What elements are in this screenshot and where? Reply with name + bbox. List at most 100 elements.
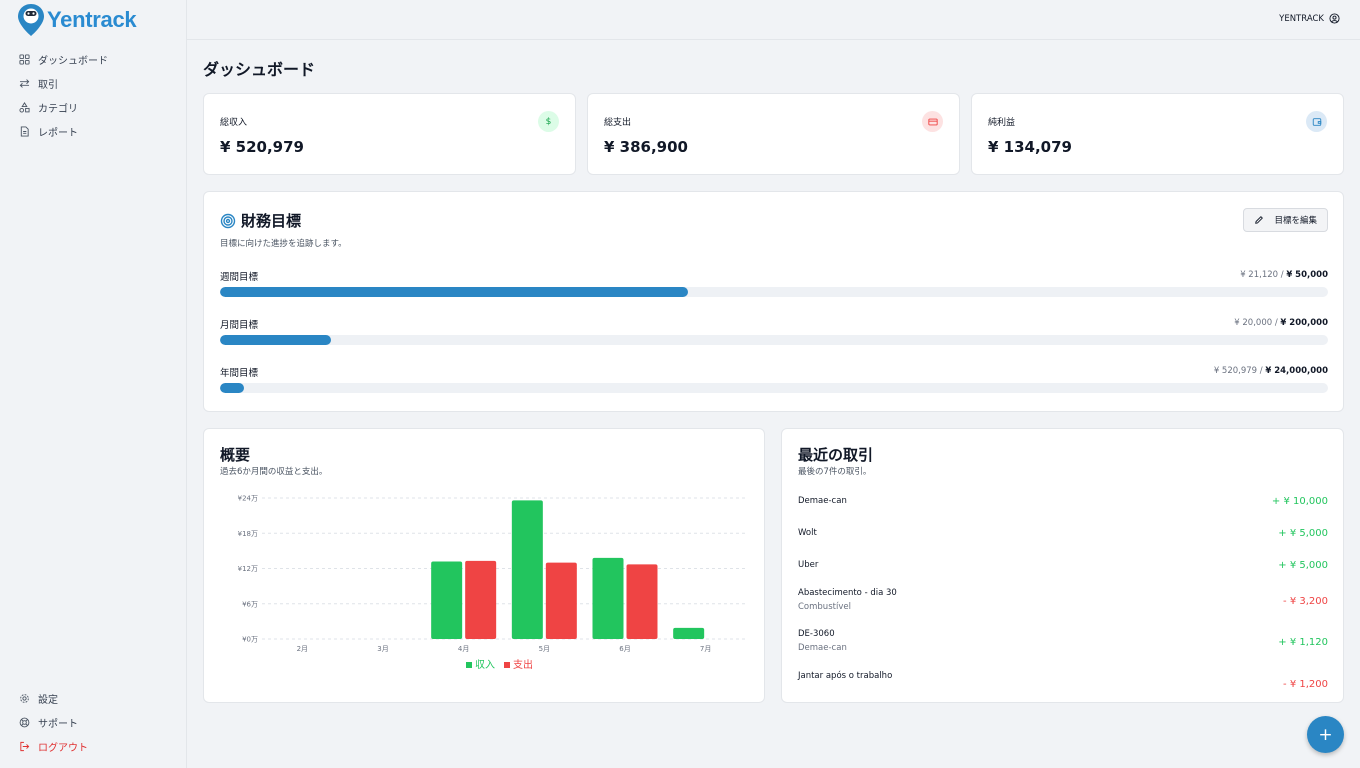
x-tick-label: 7月 [700, 645, 711, 653]
arrows-swap-icon [19, 78, 30, 88]
overview-title: 概要 [220, 446, 251, 464]
stat-card-income: 総収入 ¥ 520,979 $ [203, 93, 576, 175]
goal-progress-track [220, 383, 1328, 393]
sidebar-item-label: カテゴリ [38, 103, 78, 115]
goal-progress-fill [220, 335, 331, 345]
transaction-name: Wolt [798, 528, 817, 538]
bar-支出 [545, 562, 577, 639]
sidebar-item-categories[interactable]: カテゴリ [0, 95, 187, 119]
page-title: ダッシュボード [203, 60, 316, 79]
goal-yearly: 年間目標 ¥ 520,979 / ¥ 24,000,000 [220, 365, 1328, 395]
goal-amount: ¥ 20,000 / ¥ 200,000 [1234, 318, 1328, 328]
sidebar-item-transactions[interactable]: 取引 [0, 71, 187, 95]
stat-label: 総支出 [604, 118, 632, 128]
transaction-amount: + ¥ 1,120 [1278, 637, 1328, 648]
bar-収入 [511, 500, 543, 639]
transaction-name: DE-3060 [798, 629, 835, 639]
transaction-amount: + ¥ 5,000 [1278, 560, 1328, 571]
transaction-item[interactable]: Abastecimento - dia 30 Combustível - ¥ 3… [798, 588, 1328, 620]
sidebar: Yentrack ダッシュボード 取引 カテゴリ レポート 設定 サポート [0, 0, 187, 768]
map-pin-logo-icon [18, 4, 44, 36]
bar-収入 [592, 557, 624, 639]
goal-current: ¥ 21,120 / [1240, 270, 1284, 280]
y-tick-label: ¥18万 [238, 530, 258, 538]
wallet-icon [1306, 111, 1327, 132]
app-logo[interactable]: Yentrack [17, 3, 137, 37]
legend-label: 収入 [475, 659, 495, 671]
goal-label: 月間目標 [220, 320, 259, 331]
transaction-category: Combustível [798, 602, 851, 612]
y-tick-label: ¥0万 [242, 636, 258, 644]
sidebar-item-logout[interactable]: ログアウト [0, 734, 187, 758]
sidebar-item-label: 取引 [38, 79, 58, 91]
sidebar-item-dashboard[interactable]: ダッシュボード [0, 47, 187, 71]
goal-amount: ¥ 520,979 / ¥ 24,000,000 [1214, 366, 1328, 376]
transaction-item[interactable]: Wolt + ¥ 5,000 [798, 528, 1328, 560]
legend-label: 支出 [513, 658, 533, 671]
y-tick-label: ¥6万 [242, 600, 258, 608]
stat-value: ¥ 134,079 [988, 138, 1072, 156]
goal-progress-fill [220, 287, 689, 297]
x-tick-label: 5月 [539, 645, 550, 653]
sidebar-item-reports[interactable]: レポート [0, 119, 187, 143]
bar-収入 [431, 561, 463, 639]
transaction-amount: + ¥ 10,000 [1271, 496, 1328, 507]
transaction-amount: + ¥ 5,000 [1278, 528, 1328, 539]
transaction-item[interactable]: Uber + ¥ 5,000 [798, 560, 1328, 592]
goal-progress-track [220, 335, 1328, 345]
pencil-icon [1255, 216, 1264, 224]
transaction-name: Jantar após o trabalho [798, 671, 893, 681]
goal-target: ¥ 50,000 [1286, 270, 1328, 280]
transaction-amount: - ¥ 3,200 [1283, 596, 1328, 607]
goal-target: ¥ 24,000,000 [1265, 366, 1328, 376]
stat-card-net-profit: 純利益 ¥ 134,079 [971, 93, 1344, 175]
transactions-list[interactable]: Demae-can + ¥ 10,000 Wolt + ¥ 5,000 Uber… [782, 489, 1343, 689]
goals-title-text: 財務目標 [241, 212, 302, 230]
goal-current: ¥ 520,979 / [1213, 366, 1263, 376]
dashboard-icon [19, 53, 30, 65]
goal-weekly: 週間目標 ¥ 21,120 / ¥ 50,000 [220, 269, 1328, 299]
stat-card-expense: 総支出 ¥ 386,900 [587, 93, 960, 175]
goal-progress-fill [220, 383, 245, 393]
edit-goals-button[interactable]: 目標を編集 [1243, 208, 1328, 232]
transactions-title: 最近の取引 [798, 446, 874, 464]
goal-monthly: 月間目標 ¥ 20,000 / ¥ 200,000 [220, 317, 1328, 347]
goal-current: ¥ 20,000 / [1234, 318, 1278, 328]
y-tick-label: ¥24万 [238, 495, 258, 503]
sidebar-item-label: ログアウト [38, 742, 88, 754]
transaction-item[interactable]: Jantar após o trabalho - ¥ 1,200 [798, 671, 1328, 689]
goal-amount: ¥ 21,120 / ¥ 50,000 [1240, 270, 1328, 280]
user-menu[interactable]: YENTRACK [1279, 13, 1340, 24]
bar-支出 [626, 564, 658, 639]
transaction-item[interactable]: Demae-can + ¥ 10,000 [798, 496, 1328, 528]
goal-label: 年間目標 [220, 368, 259, 379]
user-name: YENTRACK [1279, 13, 1324, 24]
legend-swatch [466, 662, 472, 668]
sidebar-item-settings[interactable]: 設定 [0, 686, 187, 710]
sidebar-item-support[interactable]: サポート [0, 710, 187, 734]
legend-swatch [504, 662, 510, 668]
overview-subtitle: 過去6か月間の収益と支出。 [220, 467, 328, 477]
dollar-icon: $ [538, 111, 559, 132]
sidebar-item-label: ダッシュボード [38, 55, 108, 67]
sidebar-item-label: 設定 [38, 694, 58, 706]
sidebar-nav: ダッシュボード 取引 カテゴリ レポート [0, 47, 187, 143]
edit-goals-label: 目標を編集 [1274, 216, 1317, 226]
x-tick-label: 4月 [458, 645, 469, 653]
transaction-name: Demae-can [798, 496, 847, 506]
transaction-name: Abastecimento - dia 30 [798, 588, 897, 598]
goal-target: ¥ 200,000 [1280, 318, 1328, 328]
stat-label: 純利益 [988, 118, 1016, 128]
sidebar-footer-nav: 設定 サポート ログアウト [0, 686, 187, 758]
transaction-category: Demae-can [798, 643, 847, 653]
credit-card-icon [922, 111, 943, 132]
add-transaction-button[interactable]: + [1307, 716, 1344, 753]
goals-subtitle: 目標に向けた進捗を追跡します。 [220, 239, 347, 249]
stat-value: ¥ 386,900 [604, 138, 688, 156]
recent-transactions-card: 最近の取引 最後の7件の取引。 Demae-can + ¥ 10,000 Wol… [781, 428, 1344, 703]
transactions-subtitle: 最後の7件の取引。 [798, 467, 872, 477]
gear-icon [20, 693, 29, 703]
transaction-item[interactable]: DE-3060 Demae-can + ¥ 1,120 [798, 629, 1328, 661]
app-name: Yentrack [47, 7, 137, 32]
x-tick-label: 6月 [619, 645, 630, 653]
